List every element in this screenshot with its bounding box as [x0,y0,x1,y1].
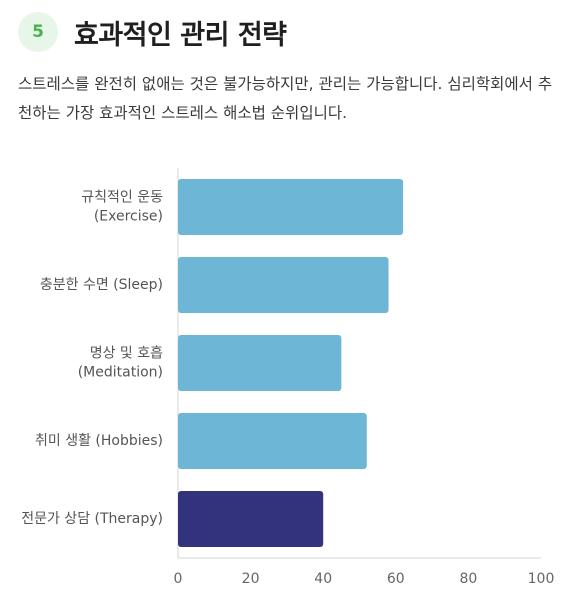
x-tick-label-2: 40 [314,571,332,587]
step-number-badge: 5 [18,12,58,52]
category-label-2: 명상 및 호흡 (Meditation) [78,346,163,381]
x-tick-label-4: 80 [459,571,477,587]
category-label-4: 전문가 상담 (Therapy) [21,511,163,527]
bar-2 [178,335,342,391]
bar-4 [178,491,324,547]
category-label-3: 취미 생활 (Hobbies) [35,433,163,449]
bar-3 [178,413,367,469]
x-tick-label-5: 100 [528,571,555,587]
bar-0 [178,179,404,235]
section-description: 스트레스를 완전히 없애는 것은 불가능하지만, 관리는 가능합니다. 심리학회… [18,75,553,122]
section-header: 5 효과적인 관리 전략 [18,12,287,52]
bar-1 [178,257,389,313]
x-tick-label-1: 20 [242,571,260,587]
x-tick-label-3: 60 [387,571,405,587]
section-title: 효과적인 관리 전략 [74,19,287,51]
category-label-0: 규칙적인 운동 (Exercise) [81,190,163,225]
category-label-1: 충분한 수면 (Sleep) [40,277,163,293]
x-tick-label-0: 0 [174,571,183,587]
